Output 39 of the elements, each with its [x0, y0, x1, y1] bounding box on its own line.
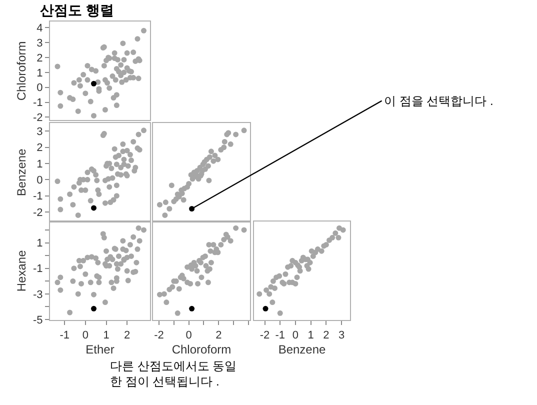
- x-tick-label: -2: [154, 329, 164, 342]
- y-tick-label: -3: [33, 288, 43, 301]
- y-tick-label: 2: [36, 142, 43, 154]
- y-tick-label: 1: [36, 158, 43, 170]
- y-tick-label: 3: [36, 37, 43, 50]
- y-axis-title: Benzene: [14, 148, 28, 196]
- x-tick-label: 0: [292, 329, 299, 342]
- y-tick-label: 1: [36, 238, 43, 250]
- y-tick-label: 1: [36, 67, 43, 80]
- y-tick-label: -2: [33, 206, 43, 219]
- y-axis-title: Hexane: [14, 250, 28, 292]
- x-tick-label: -1: [60, 329, 70, 342]
- y-tick-label: -1: [33, 190, 43, 203]
- x-axis-title: Ether: [86, 342, 114, 356]
- y-axis-title: Chloroform: [14, 41, 28, 101]
- y-tick-label: -1: [33, 97, 43, 110]
- x-tick-label: 0: [82, 329, 88, 342]
- x-tick-label: -2: [260, 329, 270, 342]
- x-tick-label: 1: [308, 329, 314, 342]
- chart-title: 산점도 행렬: [40, 2, 114, 18]
- x-axis-title: Chloroform: [172, 342, 232, 356]
- text: 다른 산점도에서도 동일 한 점이 선택됩니다 .: [110, 359, 237, 389]
- x-tick-label: 2: [124, 329, 130, 342]
- y-tick-label: 3: [36, 126, 43, 138]
- y-tick-label: 0: [36, 174, 43, 187]
- y-tick-label: 2: [36, 52, 43, 64]
- y-tick-label: 0: [36, 82, 43, 94]
- x-tick-label: 2: [323, 329, 330, 342]
- x-tick-label: 2: [216, 329, 222, 342]
- x-tick-label: 3: [338, 329, 345, 342]
- y-tick-label: -2: [33, 112, 43, 124]
- x-tick-label: 1: [103, 329, 110, 342]
- y-tick-label: -5: [33, 314, 43, 326]
- x-tick-label: -1: [275, 329, 285, 342]
- y-tick-label: 4: [36, 22, 43, 34]
- annotation: 이 점을 선택합니다 .: [384, 94, 494, 108]
- y-tick-label: -1: [33, 263, 43, 276]
- x-tick-label: 0: [186, 329, 192, 342]
- x-axis-title: Benzene: [278, 342, 326, 356]
